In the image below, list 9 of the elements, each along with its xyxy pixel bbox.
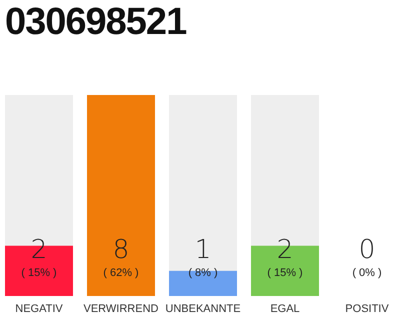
x-tick-label: UNBEKANNTE bbox=[165, 302, 241, 315]
x-tick-label: EGAL bbox=[270, 302, 300, 315]
chart-title: 030698521 bbox=[5, 0, 186, 44]
data-label: 8 ( 62% ) bbox=[102, 234, 140, 280]
x-tick-label: POSITIV bbox=[345, 302, 390, 315]
data-label: 1 ( 8% ) bbox=[187, 234, 219, 280]
x-tick-label: NEGATIV bbox=[15, 302, 64, 315]
data-label: 0 ( 0% ) bbox=[351, 234, 383, 280]
x-tick-label: VERWIRREND bbox=[84, 302, 159, 315]
